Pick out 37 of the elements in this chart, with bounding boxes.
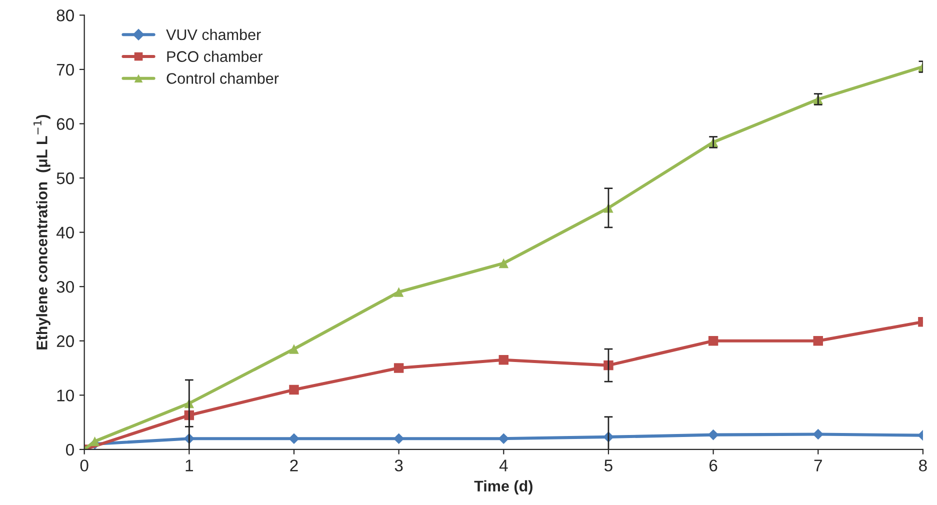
- y-tick-label: 80: [56, 10, 74, 22]
- point: [393, 433, 404, 444]
- point: [288, 433, 300, 444]
- point: [394, 363, 404, 373]
- y-tick-label: 10: [57, 390, 74, 402]
- point: [498, 355, 508, 365]
- y-tick-label: 60: [56, 118, 74, 130]
- point: [394, 287, 404, 297]
- y-tick-label: 0: [66, 444, 74, 456]
- point: [604, 360, 614, 370]
- point: [289, 384, 299, 395]
- x-axis-title: Time (d): [474, 480, 532, 495]
- point: [812, 428, 824, 440]
- x-tick-label: 8: [919, 460, 927, 472]
- point: [498, 258, 508, 268]
- legend-label: VUV chamber: [166, 28, 261, 40]
- x-tick-label: 6: [710, 460, 718, 472]
- y-tick-label: 30: [56, 280, 74, 293]
- x-tick-label: 3: [394, 460, 403, 472]
- point: [498, 433, 510, 444]
- x-tick-label: 4: [499, 460, 508, 472]
- y-tick-label: 70: [56, 64, 74, 76]
- point: [289, 344, 299, 354]
- y-tick-label: 20: [56, 335, 74, 348]
- x-tick-label: 7: [814, 460, 822, 472]
- x-tick-label: 2: [290, 460, 298, 472]
- y-tick-label: 40: [56, 226, 74, 239]
- x-tick-label: 5: [604, 460, 612, 472]
- y-tick-label: 50: [56, 172, 74, 184]
- x-tick-label: 1: [186, 460, 193, 472]
- y-axis-title: Ethylene concentration (μL L$^{−1}$): [34, 114, 50, 350]
- point: [708, 336, 718, 346]
- x-tick-label: 0: [80, 460, 88, 472]
- point: [708, 429, 719, 440]
- point: [813, 336, 823, 346]
- legend-label: PCO chamber: [167, 50, 263, 62]
- legend-label: Control chamber: [166, 72, 279, 84]
